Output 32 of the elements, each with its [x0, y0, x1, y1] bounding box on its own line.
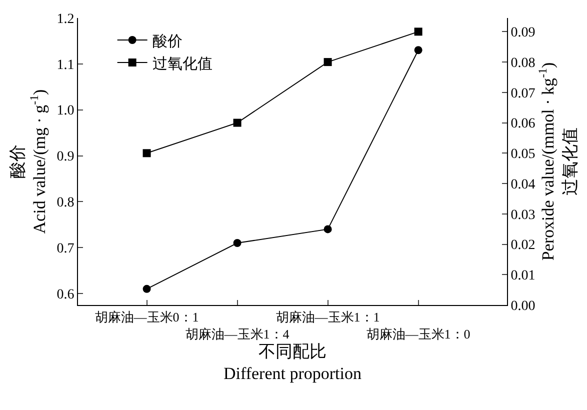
- y2-tick-label: 0.07: [510, 86, 536, 102]
- y2-tick-label: 0.01: [510, 268, 536, 284]
- y-tick-label: 0.6: [56, 287, 74, 302]
- point: [233, 118, 242, 127]
- y2-tick-label: 0.08: [510, 56, 536, 71]
- y2-tick-label: 0.00: [510, 298, 536, 314]
- y2-tick-label: 0.05: [510, 147, 536, 162]
- point: [324, 58, 332, 66]
- point: [233, 239, 242, 248]
- y-tick-label: 1.0: [56, 104, 74, 119]
- x-tick-label: 胡麻油—玉米0：1: [94, 310, 199, 325]
- y-tick-label: 0.7: [56, 242, 74, 256]
- point: [324, 225, 332, 234]
- x-axis-title: 不同配比 Different proportion: [223, 342, 362, 383]
- point: [414, 46, 422, 54]
- x-tick-label: 胡麻油—玉米1：4: [185, 326, 290, 342]
- y-tick-label: 0.9: [56, 150, 74, 165]
- y-tick-label: 1.1: [56, 58, 74, 73]
- point: [142, 149, 151, 158]
- x-tick-label: 胡麻油—玉米1：0: [366, 326, 470, 342]
- legend-label: 酸价: [152, 32, 182, 50]
- y2-tick-label: 0.09: [510, 26, 536, 41]
- y2-tick-label: 0.06: [510, 116, 536, 132]
- y-tick-label: 1.2: [56, 12, 74, 27]
- x-tick-label: 胡麻油—玉米1：1: [276, 310, 380, 325]
- y-tick-label: 0.8: [56, 196, 74, 211]
- y2-tick-label: 0.03: [510, 208, 536, 223]
- point: [414, 28, 422, 36]
- point: [142, 284, 151, 293]
- legend-label: 过氧化值: [152, 55, 212, 72]
- y2-tick-label: 0.04: [510, 177, 536, 192]
- y2-tick-label: 0.02: [510, 238, 536, 254]
